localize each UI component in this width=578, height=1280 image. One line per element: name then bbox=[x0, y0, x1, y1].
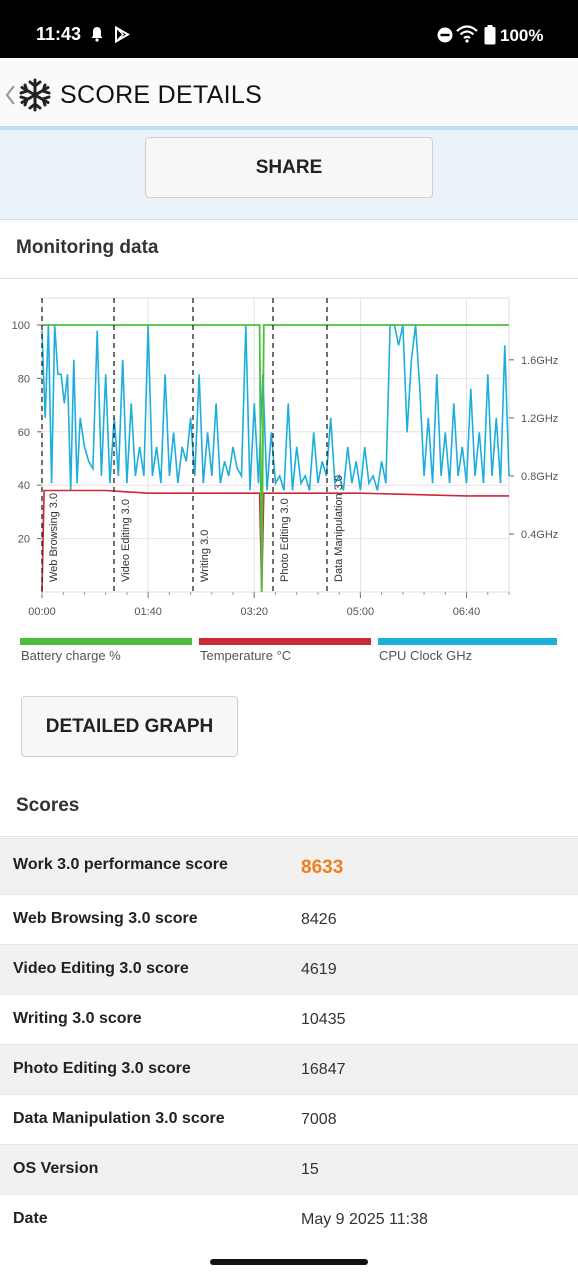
series-line-battery bbox=[42, 324, 509, 593]
monitoring-title: Monitoring data bbox=[16, 237, 159, 258]
x-tick-label: 03:20 bbox=[241, 606, 269, 618]
test-marker-label: Web Browsing 3.0 bbox=[48, 493, 60, 582]
y-tick-label: 40 bbox=[18, 480, 30, 492]
score-value: 4619 bbox=[301, 961, 337, 978]
y-tick-label: 60 bbox=[18, 427, 30, 439]
wifi-icon bbox=[456, 25, 478, 43]
monitoring-divider bbox=[0, 278, 578, 279]
scores-title: Scores bbox=[16, 795, 80, 816]
status-bar: 11:43 100% bbox=[0, 0, 578, 58]
y2-tick-label: 0.4GHz bbox=[521, 529, 558, 541]
do-not-disturb-icon bbox=[437, 27, 453, 43]
play-store-icon bbox=[115, 26, 130, 43]
status-time: 11:43 bbox=[36, 24, 82, 44]
y-tick-label: 20 bbox=[18, 534, 30, 546]
y2-tick-label: 1.6GHz bbox=[521, 355, 558, 367]
legend-bar-battery bbox=[20, 638, 192, 645]
score-row-data-manipulation: Data Manipulation 3.0 score 7008 bbox=[0, 1094, 578, 1144]
monitoring-chart: 100 80 60 40 20 1.6GHz 1.2GHz 0.8GHz 0.4GHz 00:00… bbox=[12, 297, 558, 618]
score-value: May 9 2025 11:38 bbox=[301, 1211, 428, 1228]
gesture-handle[interactable] bbox=[210, 1259, 368, 1265]
score-label: Work 3.0 performance score bbox=[13, 856, 228, 873]
y2-tick-label: 0.8GHz bbox=[521, 471, 558, 483]
score-value: 16847 bbox=[301, 1061, 346, 1078]
y-tick-label: 80 bbox=[18, 373, 30, 385]
scores-divider bbox=[0, 836, 578, 837]
score-row-web-browsing: Web Browsing 3.0 score 8426 bbox=[0, 894, 578, 944]
legend-label-temperature: Temperature °C bbox=[200, 648, 292, 663]
score-value: 10435 bbox=[301, 1011, 346, 1028]
bell-icon bbox=[91, 27, 103, 42]
back-chevron-icon[interactable] bbox=[4, 84, 16, 106]
score-label: Writing 3.0 score bbox=[13, 1010, 142, 1027]
x-tick-label: 00:00 bbox=[28, 606, 56, 618]
test-marker-label: Photo Editing 3.0 bbox=[279, 498, 291, 582]
legend-bar-cpu bbox=[378, 638, 557, 645]
battery-icon bbox=[484, 25, 496, 45]
score-row-writing: Writing 3.0 score 10435 bbox=[0, 994, 578, 1044]
score-label: Date bbox=[13, 1210, 48, 1227]
legend-bar-temperature bbox=[199, 638, 371, 645]
score-row-date: Date May 9 2025 11:38 bbox=[0, 1194, 578, 1249]
score-value-total: 8633 bbox=[301, 857, 344, 878]
test-marker-label: Data Manipulation 3.0 bbox=[333, 475, 345, 582]
y2-tick-label: 1.2GHz bbox=[521, 413, 558, 425]
score-label: Video Editing 3.0 score bbox=[13, 960, 189, 977]
share-button[interactable]: SHARE bbox=[145, 137, 433, 198]
x-tick-label: 05:00 bbox=[347, 606, 375, 618]
score-row-work: Work 3.0 performance score 8633 bbox=[0, 838, 578, 894]
x-tick-label: 06:40 bbox=[453, 606, 481, 618]
score-value: 15 bbox=[301, 1161, 319, 1178]
score-row-photo-editing: Photo Editing 3.0 score 16847 bbox=[0, 1044, 578, 1094]
score-value: 7008 bbox=[301, 1111, 337, 1128]
score-row-video-editing: Video Editing 3.0 score 4619 bbox=[0, 944, 578, 994]
series-line-cpu-clock bbox=[41, 324, 510, 491]
score-value: 8426 bbox=[301, 911, 337, 928]
page-title: SCORE DETAILS bbox=[60, 81, 263, 109]
series-line-temperature bbox=[41, 489, 509, 593]
legend-label-cpu: CPU Clock GHz bbox=[379, 648, 473, 663]
score-label: Data Manipulation 3.0 score bbox=[13, 1110, 225, 1127]
score-row-os-version: OS Version 15 bbox=[0, 1144, 578, 1194]
app-bar-divider bbox=[0, 126, 578, 130]
test-marker-label: Video Editing 3.0 bbox=[120, 499, 132, 582]
score-label: Web Browsing 3.0 score bbox=[13, 910, 198, 927]
app-bar bbox=[0, 58, 578, 128]
detailed-graph-button[interactable]: DETAILED GRAPH bbox=[21, 696, 238, 757]
legend-label-battery: Battery charge % bbox=[21, 648, 121, 663]
score-label: Photo Editing 3.0 score bbox=[13, 1060, 191, 1077]
score-label: OS Version bbox=[13, 1160, 99, 1177]
test-marker-label: Writing 3.0 bbox=[199, 530, 211, 582]
battery-percent: 100% bbox=[500, 26, 544, 45]
snowflake-icon bbox=[19, 78, 51, 112]
x-tick-label: 01:40 bbox=[134, 606, 162, 618]
y-tick-label: 100 bbox=[12, 320, 30, 332]
